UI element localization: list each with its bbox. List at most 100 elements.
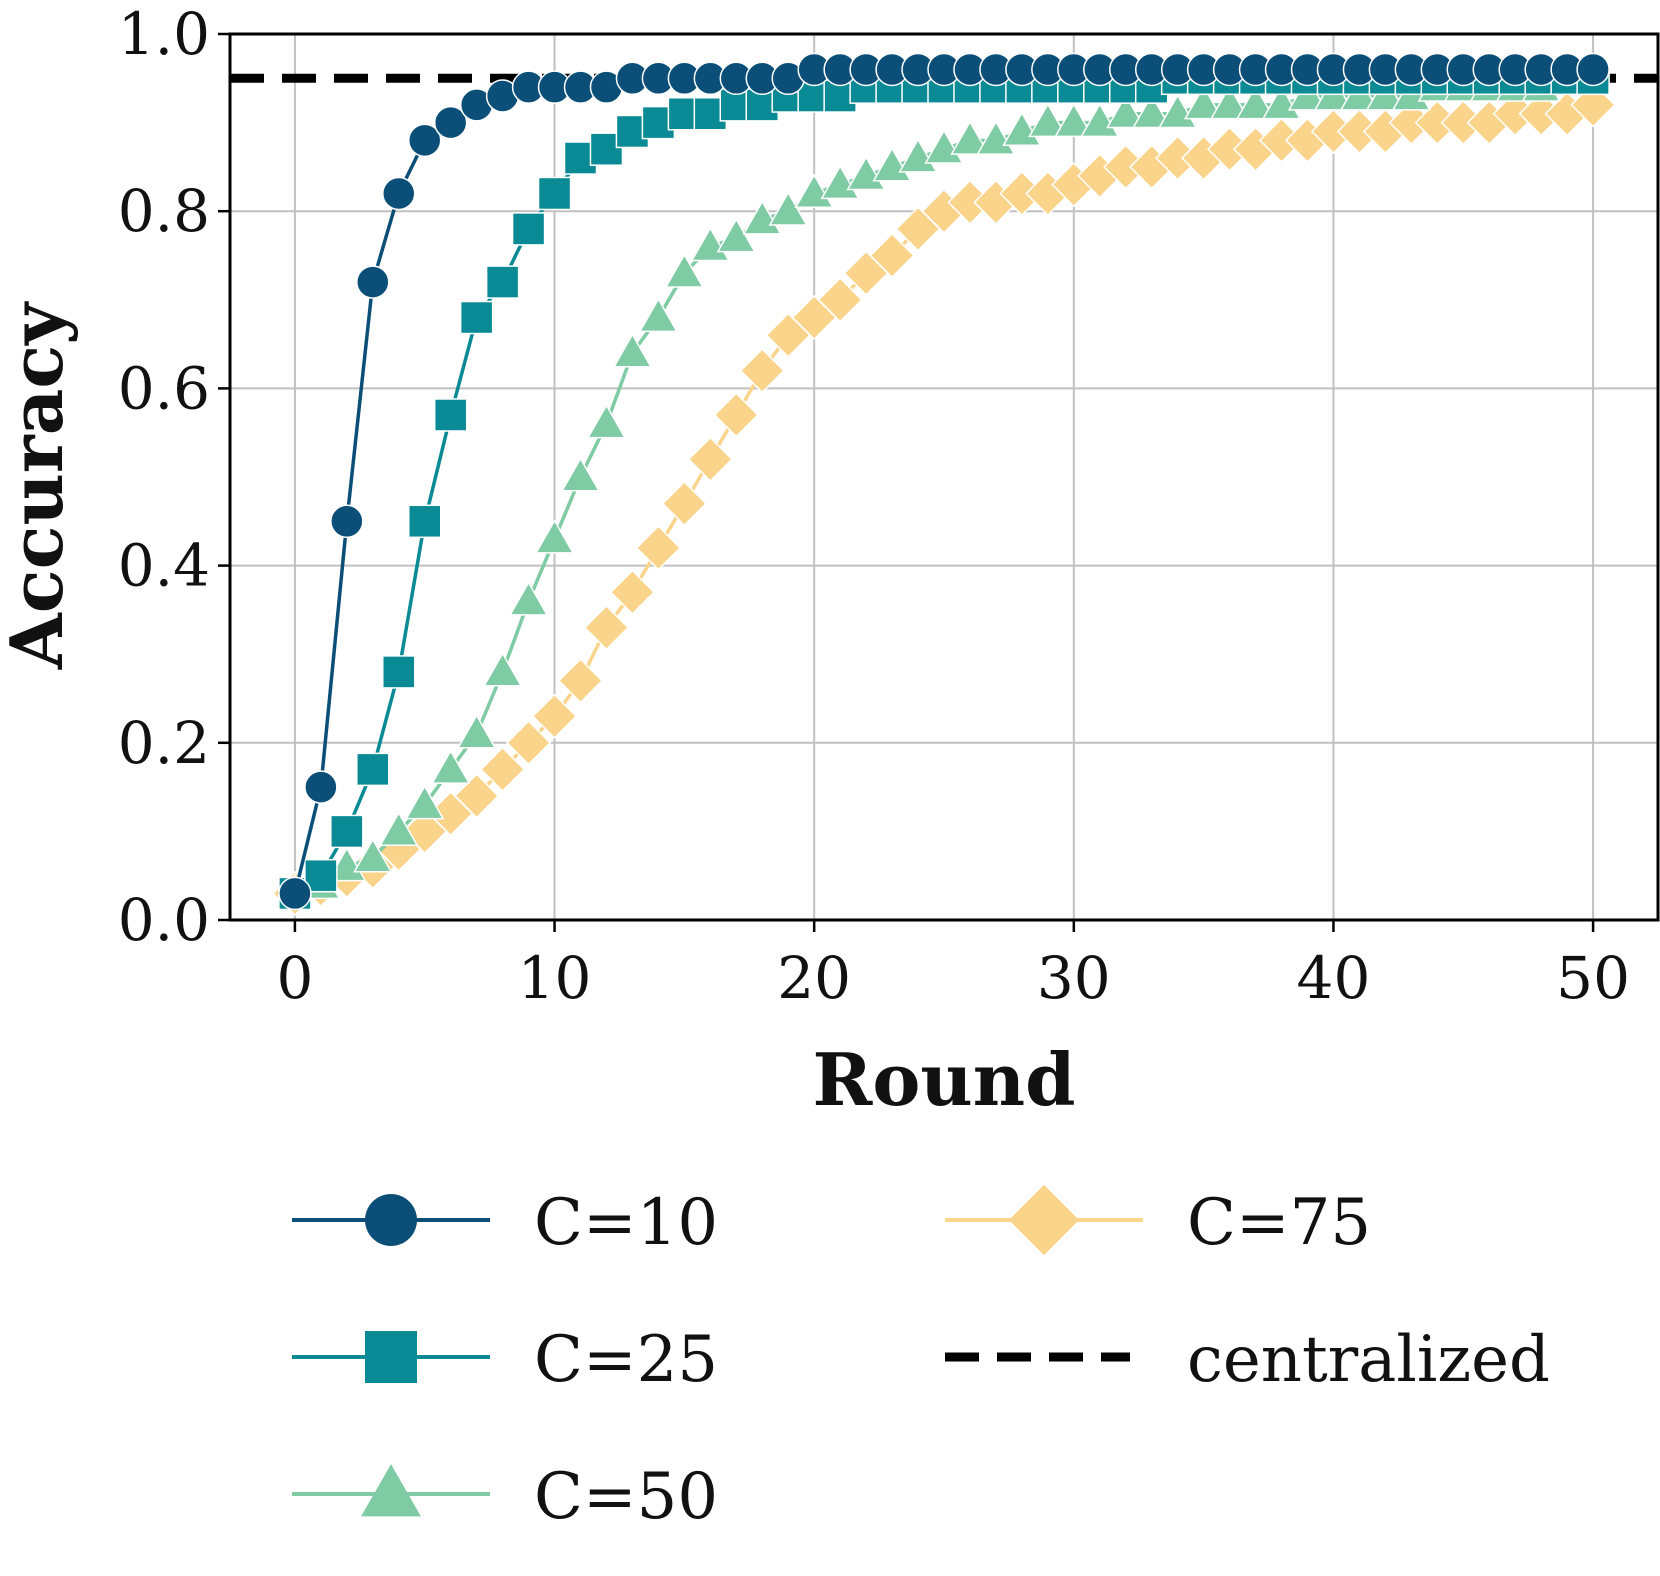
data-point (869, 232, 915, 279)
data-point (534, 519, 575, 554)
legend-marker (365, 1331, 417, 1383)
data-point (713, 392, 759, 438)
y-tick-label: 0.4 (118, 532, 210, 600)
x-tick-label: 30 (1037, 944, 1111, 1012)
data-point (356, 265, 390, 299)
data-point (586, 403, 627, 439)
data-point (1157, 93, 1198, 129)
data-point (794, 173, 834, 209)
grid-layer (230, 33, 1658, 921)
data-point (1183, 84, 1224, 120)
data-point (304, 770, 338, 804)
legend-marker (365, 1194, 417, 1246)
x-tick-label: 0 (276, 944, 313, 1012)
y-tick-label: 0.6 (118, 354, 210, 422)
legend-entry: centralized (945, 1323, 1550, 1397)
data-point (511, 212, 546, 246)
data-point (330, 814, 364, 849)
legend-label: centralized (1187, 1323, 1550, 1397)
data-point (379, 811, 419, 846)
data-point (635, 525, 682, 571)
x-tick-label: 50 (1556, 944, 1630, 1012)
data-point (1261, 84, 1302, 120)
data-point (1209, 84, 1250, 120)
data-point (531, 693, 578, 739)
data-point (638, 297, 679, 333)
legend-label: C=10 (534, 1186, 718, 1260)
data-point (430, 749, 471, 784)
legend-entry: C=10 (292, 1186, 718, 1260)
data-point (459, 300, 494, 335)
data-point (1106, 93, 1146, 129)
tick-layer: 0 10 20 30 40 50 0.0 0.2 0.4 0.6 0.8 1.0 (118, 0, 1630, 1012)
data-point (304, 858, 338, 893)
y-tick-label: 0.8 (118, 177, 210, 245)
data-point (537, 176, 572, 211)
data-point (687, 436, 733, 482)
legend: C=10 C=25 C=50 C=75 centralized (292, 1184, 1550, 1534)
data-point (508, 581, 549, 616)
data-point (433, 398, 468, 432)
data-point (898, 138, 938, 173)
data-point (690, 226, 731, 262)
data-point (716, 217, 756, 253)
y-axis-label: Accuracy (0, 301, 79, 670)
data-point (327, 846, 367, 882)
data-point (742, 200, 782, 235)
data-point (353, 838, 393, 873)
data-point (482, 652, 523, 687)
data-point (456, 714, 497, 749)
data-point (739, 348, 785, 394)
legend-label: C=75 (1187, 1186, 1371, 1260)
legend-label: C=50 (534, 1460, 718, 1534)
legend-entry: C=25 (292, 1323, 718, 1397)
data-point (1080, 102, 1120, 138)
data-point (817, 277, 863, 323)
data-point (609, 569, 656, 615)
data-point (1002, 111, 1042, 147)
series-c-75 (272, 82, 1616, 917)
legend-label: C=25 (534, 1323, 718, 1397)
data-point (1132, 93, 1172, 129)
data-point (278, 876, 312, 911)
data-point (768, 191, 808, 226)
data-point (557, 658, 604, 704)
y-tick-label: 0.2 (118, 709, 210, 777)
data-point (1054, 102, 1094, 138)
data-point (976, 120, 1016, 155)
data-point (661, 480, 708, 527)
data-point (950, 120, 990, 155)
data-point (846, 155, 886, 191)
data-point (583, 604, 630, 651)
data-point (382, 655, 416, 689)
data-point (485, 265, 520, 299)
series-c-10 (278, 52, 1610, 911)
data-point (453, 773, 500, 819)
data-point (1028, 102, 1068, 138)
x-tick-label: 10 (518, 944, 592, 1012)
y-tick-label: 0.0 (118, 886, 210, 954)
x-tick-label: 20 (777, 944, 851, 1012)
legend-entry: C=75 (945, 1184, 1371, 1260)
legend-marker (1008, 1184, 1080, 1256)
data-point (479, 746, 526, 793)
data-point (560, 457, 601, 492)
data-point (330, 504, 364, 539)
legend-entry: C=50 (292, 1460, 718, 1534)
data-point (505, 720, 552, 766)
legend-marker (361, 1464, 421, 1517)
data-point (382, 176, 416, 211)
data-point (407, 504, 442, 539)
data-point (872, 146, 912, 182)
series-layer (272, 52, 1616, 917)
data-point (612, 333, 653, 368)
data-point (405, 784, 445, 820)
data-point (820, 164, 860, 200)
x-axis-label: Round (813, 1037, 1076, 1122)
x-tick-label: 40 (1297, 944, 1371, 1012)
data-point (664, 253, 705, 288)
plot-frame (228, 32, 1660, 922)
data-point (1235, 84, 1276, 120)
